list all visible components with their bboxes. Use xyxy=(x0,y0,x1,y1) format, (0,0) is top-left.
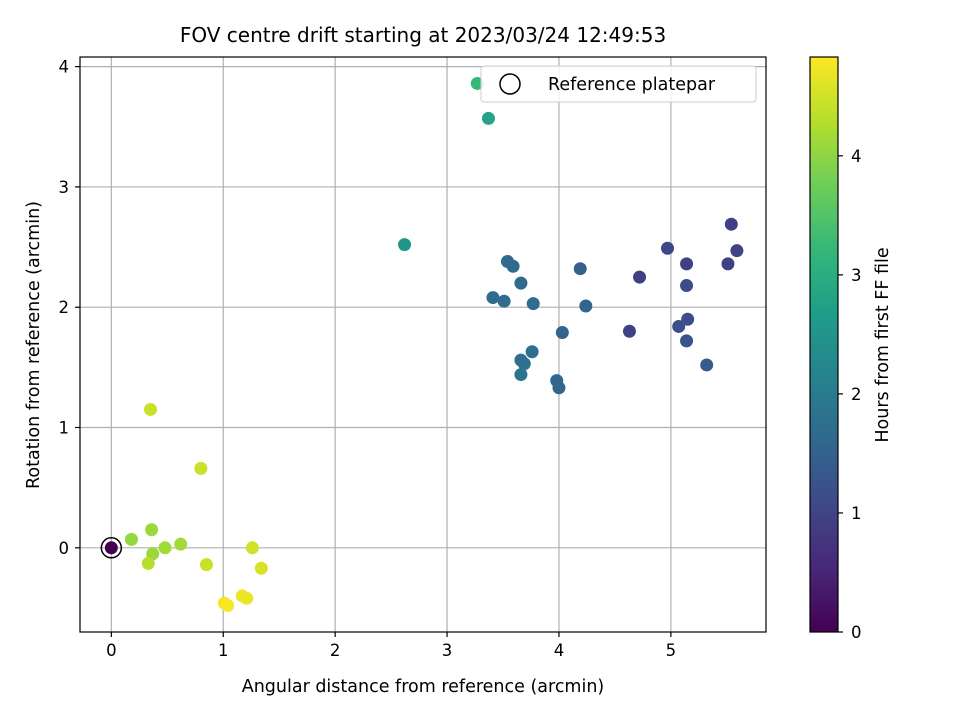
data-point xyxy=(506,259,520,273)
colorbar-ticks: 0 1 2 3 4 xyxy=(838,147,862,642)
x-tick-label: 0 xyxy=(106,641,117,660)
data-point xyxy=(104,541,118,555)
plot-frame xyxy=(79,56,767,633)
data-point xyxy=(194,461,208,475)
colorbar-label: Hours from first FF file xyxy=(873,247,893,442)
data-point xyxy=(141,556,155,570)
data-point xyxy=(481,111,495,125)
data-point xyxy=(622,324,636,338)
data-point xyxy=(398,238,412,252)
data-point xyxy=(486,291,500,305)
reference-marker-layer xyxy=(100,537,123,559)
data-point xyxy=(724,217,738,231)
data-point xyxy=(680,334,694,348)
colorbar-fill xyxy=(810,57,838,632)
data-point xyxy=(680,257,694,271)
y-tick-label: 3 xyxy=(59,178,70,197)
legend-box xyxy=(480,65,757,103)
colorbar-tick-label: 4 xyxy=(851,147,862,166)
data-point xyxy=(680,279,694,293)
legend-marker-icon xyxy=(499,73,521,95)
x-tick-label: 5 xyxy=(666,641,677,660)
y-axis-label: Rotation from reference (arcmin) xyxy=(24,201,44,489)
grid xyxy=(80,57,766,632)
axis-ticks: 0 1 2 3 4 5 0 1 2 3 4 xyxy=(59,58,677,660)
data-point xyxy=(525,345,539,359)
data-point xyxy=(633,270,647,284)
y-tick-label: 0 xyxy=(59,539,70,558)
colorbar: 0 1 2 3 4 Hours from first FF file xyxy=(809,56,893,642)
data-point xyxy=(174,537,188,551)
data-point xyxy=(254,561,268,575)
colorbar-tick-label: 0 xyxy=(851,623,862,642)
data-point xyxy=(730,244,744,258)
x-axis-label: Angular distance from reference (arcmin) xyxy=(242,677,605,697)
colorbar-tick-label: 2 xyxy=(851,385,862,404)
data-point xyxy=(661,241,675,255)
data-point xyxy=(145,523,159,537)
x-tick-label: 4 xyxy=(554,641,565,660)
y-tick-label: 1 xyxy=(59,419,70,438)
data-point xyxy=(526,297,540,311)
colorbar-tick-label: 3 xyxy=(851,266,862,285)
data-point xyxy=(497,294,511,308)
x-tick-label: 1 xyxy=(218,641,229,660)
data-points xyxy=(104,76,744,613)
data-point xyxy=(221,599,235,613)
data-point xyxy=(552,381,566,395)
data-point xyxy=(555,325,569,339)
data-point xyxy=(700,358,714,372)
y-tick-label: 2 xyxy=(59,298,70,317)
data-point xyxy=(579,299,593,313)
data-point xyxy=(124,532,138,546)
data-point xyxy=(681,312,695,326)
data-point xyxy=(517,357,531,371)
chart-title: FOV centre drift starting at 2023/03/24 … xyxy=(180,23,666,47)
colorbar-tick-label: 1 xyxy=(851,504,862,523)
data-point xyxy=(573,262,587,276)
x-tick-label: 3 xyxy=(442,641,453,660)
data-point xyxy=(240,591,254,605)
x-tick-label: 2 xyxy=(330,641,341,660)
data-point xyxy=(245,541,259,555)
data-point xyxy=(158,541,172,555)
data-point xyxy=(721,257,735,271)
data-point xyxy=(144,402,158,416)
y-tick-label: 4 xyxy=(59,58,70,77)
data-point xyxy=(199,558,213,572)
data-point xyxy=(514,276,528,290)
data-point xyxy=(514,368,528,382)
data-point xyxy=(672,319,686,333)
reference-platepar-marker xyxy=(100,537,123,559)
colorbar-frame xyxy=(809,56,839,633)
legend: Reference platepar xyxy=(480,65,757,103)
legend-label: Reference platepar xyxy=(548,75,716,95)
